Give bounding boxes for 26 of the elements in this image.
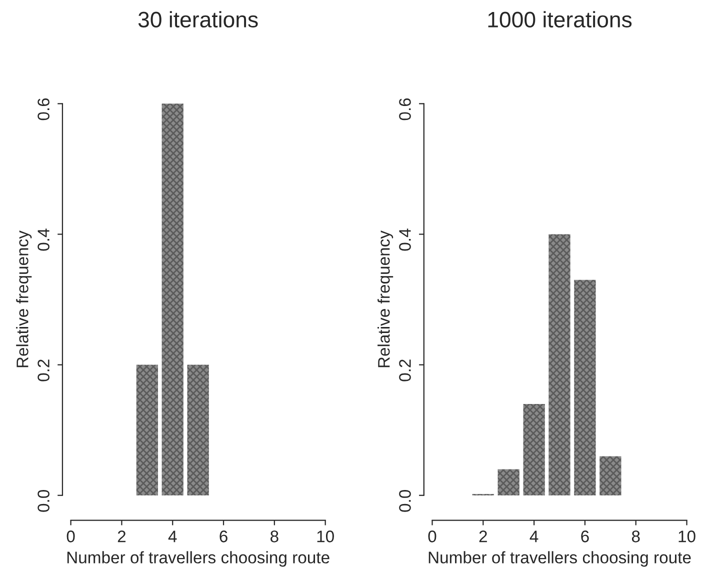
y-tick-label: 0.4 <box>399 228 411 251</box>
y-tick-label: 0.2 <box>38 360 50 382</box>
x-tick-label: 10 <box>678 530 696 542</box>
y-axis-title: Relative frequency <box>16 230 32 368</box>
x-tick-label: 10 <box>317 530 334 542</box>
y-tick-label: 0.6 <box>38 98 50 120</box>
x-tick-label: 0 <box>66 530 75 542</box>
x-tick-label: 4 <box>530 530 538 542</box>
x-tick-label: 8 <box>270 530 278 542</box>
x-tick-label: 2 <box>479 530 487 542</box>
x-tick-label: 6 <box>581 530 589 542</box>
x-tick-label: 4 <box>168 530 177 542</box>
x-tick-label: 2 <box>118 530 126 542</box>
chart-title: 1000 iterations <box>488 11 632 28</box>
x-tick-label: 6 <box>220 530 228 542</box>
x-tick-label: 8 <box>632 530 640 542</box>
x-tick-label: 0 <box>428 530 436 542</box>
y-tick-label: 0.0 <box>399 490 411 512</box>
chart-title: 30 iterations <box>138 11 258 28</box>
x-axis-title: Number of travellers choosing route <box>67 551 330 567</box>
y-tick-label: 0.0 <box>38 490 50 512</box>
x-axis-title: Number of travellers choosing route <box>428 551 691 567</box>
y-tick-label: 0.4 <box>38 228 50 251</box>
y-tick-label: 0.2 <box>399 360 411 382</box>
y-tick-label: 0.6 <box>399 98 411 120</box>
y-axis-title: Relative frequency <box>378 230 394 368</box>
